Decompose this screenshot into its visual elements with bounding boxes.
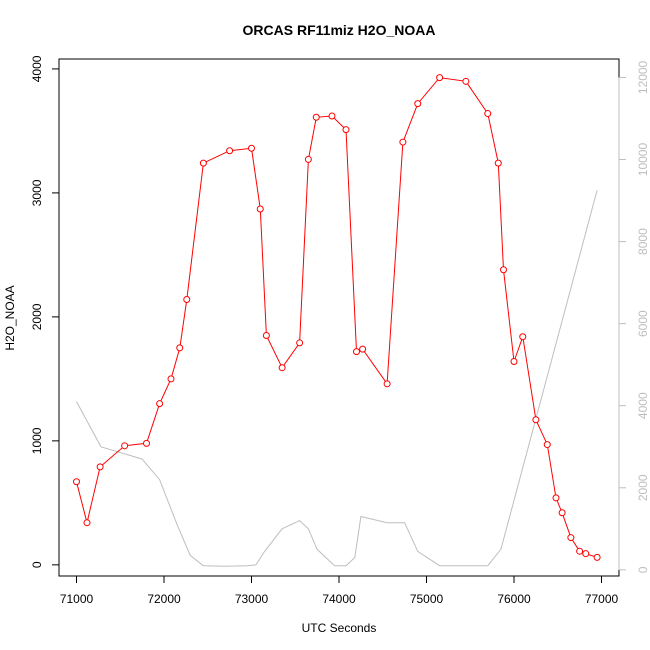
x-axis: 71000 72000 73000 74000 75000 76000 77000	[60, 575, 619, 606]
data-point	[248, 144, 255, 152]
y-tick-label: 0	[30, 561, 44, 568]
x-axis-label: UTC Seconds	[302, 621, 377, 635]
data-point	[121, 442, 129, 450]
y-tick-label: 2000	[30, 303, 44, 330]
data-point	[414, 100, 422, 108]
data-point	[462, 77, 470, 85]
y-tick-label: 4000	[30, 55, 44, 82]
data-point	[519, 333, 527, 341]
data-point	[353, 348, 360, 356]
data-point	[567, 534, 575, 542]
chart-title: ORCAS RF11miz H2O_NOAA	[243, 22, 436, 38]
data-point	[576, 547, 584, 555]
y2-tick-label: 2000	[636, 474, 650, 501]
h2o-noaa-line	[76, 77, 598, 558]
data-point	[143, 439, 150, 447]
series-primary	[73, 74, 601, 561]
data-point	[510, 358, 518, 366]
data-point	[399, 138, 407, 146]
data-point	[484, 110, 492, 118]
data-point	[312, 113, 320, 121]
data-point	[342, 126, 350, 134]
x-tick-label: 75000	[410, 592, 444, 606]
data-point	[176, 344, 184, 352]
data-point	[304, 155, 312, 163]
y-axis-right: 0 2000 4000 6000 8000 10000 12000	[618, 60, 650, 573]
y-tick-label: 3000	[30, 179, 44, 206]
data-point	[256, 205, 264, 213]
x-tick-label: 74000	[322, 592, 356, 606]
y2-tick-label: 10000	[636, 143, 650, 177]
data-point	[359, 345, 367, 353]
secondary-line	[76, 190, 598, 567]
data-point	[199, 159, 207, 167]
data-point	[328, 112, 336, 120]
data-point	[167, 375, 175, 383]
y-tick-label: 1000	[30, 427, 44, 454]
y2-tick-label: 0	[636, 566, 650, 573]
x-tick-label: 76000	[497, 592, 531, 606]
data-point	[436, 74, 444, 82]
data-point	[543, 441, 551, 449]
data-point	[183, 296, 191, 304]
data-point	[494, 159, 502, 167]
x-tick-label: 77000	[585, 592, 619, 606]
data-point	[73, 478, 80, 486]
data-point	[552, 494, 560, 502]
x-tick-label: 72000	[147, 592, 181, 606]
data-point	[582, 550, 590, 558]
series-secondary	[76, 190, 598, 567]
data-point	[296, 339, 304, 347]
data-point	[278, 364, 286, 372]
data-point	[96, 463, 104, 471]
x-tick-label: 71000	[60, 592, 94, 606]
y2-tick-label: 8000	[636, 228, 650, 255]
data-point	[532, 416, 540, 424]
y2-tick-label: 4000	[636, 392, 650, 419]
data-point	[156, 400, 164, 408]
data-point	[500, 266, 507, 274]
plot-area-frame	[58, 58, 620, 577]
data-point	[83, 519, 91, 527]
data-point	[558, 509, 566, 517]
data-point	[593, 553, 601, 561]
y-axis-left: 0 1000 2000 3000 4000	[30, 55, 60, 568]
y2-tick-label: 6000	[636, 310, 650, 337]
y2-tick-label: 12000	[636, 60, 650, 94]
data-point	[383, 380, 391, 388]
x-tick-label: 73000	[235, 592, 269, 606]
y-axis-label: H2O_NOAA	[3, 285, 17, 350]
data-point	[262, 331, 270, 339]
data-point	[226, 147, 234, 155]
